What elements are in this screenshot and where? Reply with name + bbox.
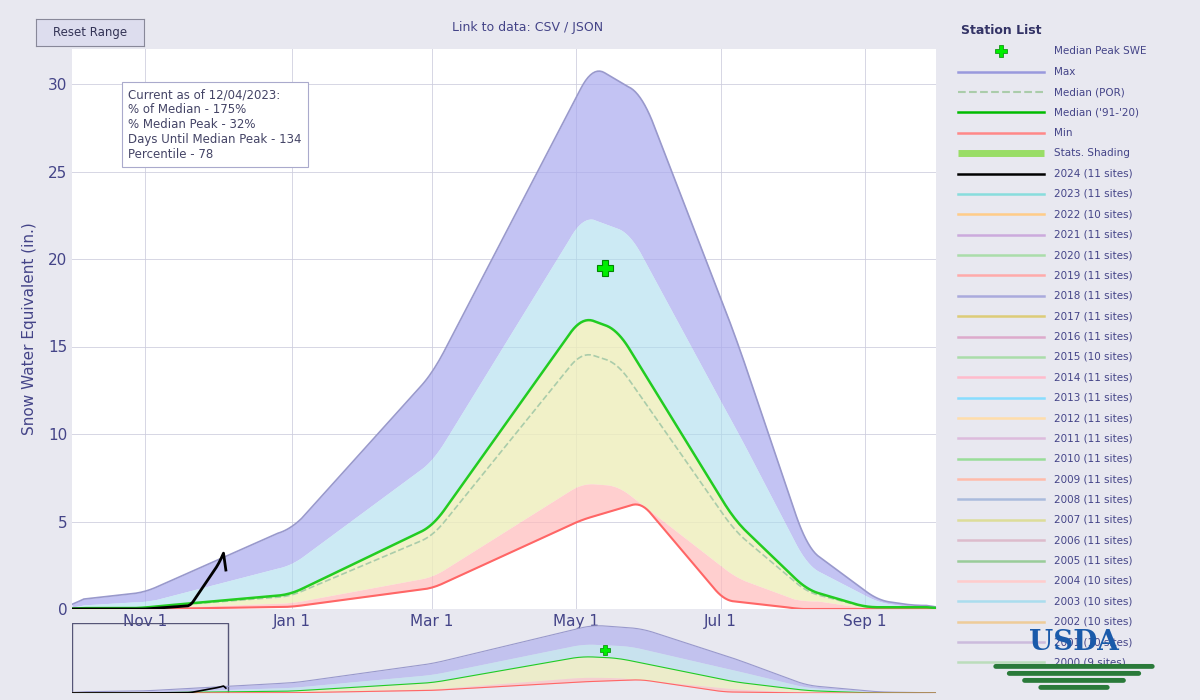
Text: 2005 (11 sites): 2005 (11 sites) <box>1054 556 1133 566</box>
Text: 2000 (9 sites): 2000 (9 sites) <box>1054 657 1126 667</box>
Text: Current as of 12/04/2023:
% of Median - 175%
% Median Peak - 32%
Days Until Medi: Current as of 12/04/2023: % of Median - … <box>128 88 301 161</box>
Text: 2008 (11 sites): 2008 (11 sites) <box>1054 494 1133 505</box>
Y-axis label: Snow Water Equivalent (in.): Snow Water Equivalent (in.) <box>22 223 37 435</box>
Text: 2010 (11 sites): 2010 (11 sites) <box>1054 454 1133 463</box>
Text: 2022 (10 sites): 2022 (10 sites) <box>1054 209 1133 219</box>
Text: Median ('91-'20): Median ('91-'20) <box>1054 108 1139 118</box>
Text: Min: Min <box>1054 128 1073 138</box>
Text: 2002 (10 sites): 2002 (10 sites) <box>1054 617 1133 626</box>
Text: 2024 (11 sites): 2024 (11 sites) <box>1054 169 1133 178</box>
Bar <box>72 623 228 693</box>
Text: 2012 (11 sites): 2012 (11 sites) <box>1054 413 1133 423</box>
Text: 2017 (11 sites): 2017 (11 sites) <box>1054 312 1133 321</box>
Text: 2007 (11 sites): 2007 (11 sites) <box>1054 515 1133 525</box>
Text: USDA: USDA <box>1030 629 1118 656</box>
Text: 2015 (10 sites): 2015 (10 sites) <box>1054 352 1133 362</box>
Text: 2023 (11 sites): 2023 (11 sites) <box>1054 189 1133 199</box>
Text: Station List: Station List <box>961 25 1042 37</box>
Text: Max: Max <box>1054 66 1075 77</box>
Text: Reset Range: Reset Range <box>53 26 127 38</box>
Text: 2016 (11 sites): 2016 (11 sites) <box>1054 332 1133 342</box>
Text: 2018 (11 sites): 2018 (11 sites) <box>1054 290 1133 301</box>
Text: Stats. Shading: Stats. Shading <box>1054 148 1129 158</box>
Text: 2020 (11 sites): 2020 (11 sites) <box>1054 250 1133 260</box>
Text: 2021 (11 sites): 2021 (11 sites) <box>1054 230 1133 239</box>
Text: 2003 (10 sites): 2003 (10 sites) <box>1054 596 1133 606</box>
Text: 2014 (11 sites): 2014 (11 sites) <box>1054 372 1133 382</box>
Text: 2001 (10 sites): 2001 (10 sites) <box>1054 637 1133 647</box>
Text: Median Peak SWE: Median Peak SWE <box>1054 46 1146 56</box>
Text: 2006 (11 sites): 2006 (11 sites) <box>1054 536 1133 545</box>
Text: 2019 (11 sites): 2019 (11 sites) <box>1054 270 1133 281</box>
Text: 2009 (11 sites): 2009 (11 sites) <box>1054 474 1133 484</box>
Text: Median (POR): Median (POR) <box>1054 87 1124 97</box>
Text: 2011 (11 sites): 2011 (11 sites) <box>1054 433 1133 443</box>
Text: Link to data: CSV / JSON: Link to data: CSV / JSON <box>452 21 604 34</box>
Text: 2013 (11 sites): 2013 (11 sites) <box>1054 393 1133 402</box>
Text: 2004 (10 sites): 2004 (10 sites) <box>1054 576 1133 586</box>
